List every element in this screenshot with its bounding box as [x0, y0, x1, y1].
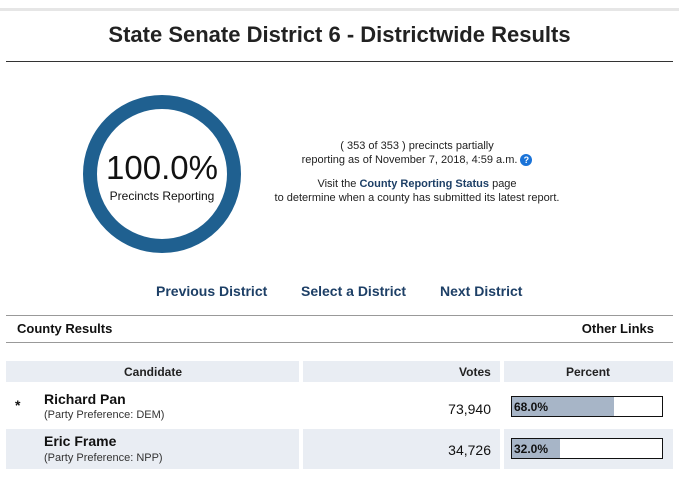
percent-bar: 68.0% — [511, 396, 663, 417]
header-band-votes — [303, 361, 500, 382]
reporting-ring: 100.0% Precincts Reporting — [83, 95, 241, 253]
header-votes: Votes — [459, 365, 491, 379]
candidate-party: (Party Preference: NPP) — [44, 452, 163, 464]
asof-text: reporting as of November 7, 2018, 4:59 a… — [301, 154, 518, 166]
select-district-link[interactable]: Select a District — [301, 283, 407, 299]
row-band-candidate — [6, 429, 299, 469]
precincts-count: ( 353 of 353 ) precincts partially — [340, 140, 494, 152]
header-candidate: Candidate — [124, 365, 183, 379]
county-status-line: Visit the County Reporting Status page — [250, 178, 584, 190]
page-title: State Senate District 6 - Districtwide R… — [108, 22, 571, 47]
row-band-votes — [303, 429, 500, 469]
percent-bar: 32.0% — [511, 438, 663, 459]
next-district-link[interactable]: Next District — [440, 283, 523, 299]
determine-text: to determine when a county has submitted… — [274, 192, 560, 204]
candidate-votes: 34,726 — [448, 442, 491, 458]
header-band-percent — [504, 361, 673, 382]
county-results-link[interactable]: County Results — [17, 321, 113, 336]
candidate-name: Richard Pan — [44, 391, 126, 407]
header-band-candidate — [6, 361, 299, 382]
percent-bar-fill — [512, 397, 614, 416]
candidate-party: (Party Preference: DEM) — [44, 409, 165, 421]
other-links-link[interactable]: Other Links — [581, 321, 654, 336]
candidate-votes: 73,940 — [448, 401, 491, 417]
previous-district-link[interactable]: Previous District — [156, 283, 268, 299]
percent-label: 32.0% — [514, 442, 549, 456]
percent-label: 68.0% — [514, 400, 549, 414]
top-divider — [0, 8, 679, 11]
reporting-percent: 100.0% — [106, 149, 218, 186]
percent-bar-fill — [512, 439, 560, 458]
reporting-asof: reporting as of November 7, 2018, 4:59 a… — [250, 154, 584, 167]
question-circle-icon[interactable]: ? — [520, 154, 533, 167]
visit-prefix: Visit the — [317, 178, 360, 190]
title-rule — [6, 61, 673, 62]
visit-suffix: page — [489, 178, 517, 190]
candidate-name: Eric Frame — [44, 433, 117, 449]
winner-marker: * — [15, 397, 21, 413]
header-percent: Percent — [566, 365, 611, 379]
section-bar: County Results Other Links — [6, 315, 673, 343]
county-reporting-status-link[interactable]: County Reporting Status — [359, 178, 490, 190]
reporting-label: Precincts Reporting — [109, 189, 215, 203]
